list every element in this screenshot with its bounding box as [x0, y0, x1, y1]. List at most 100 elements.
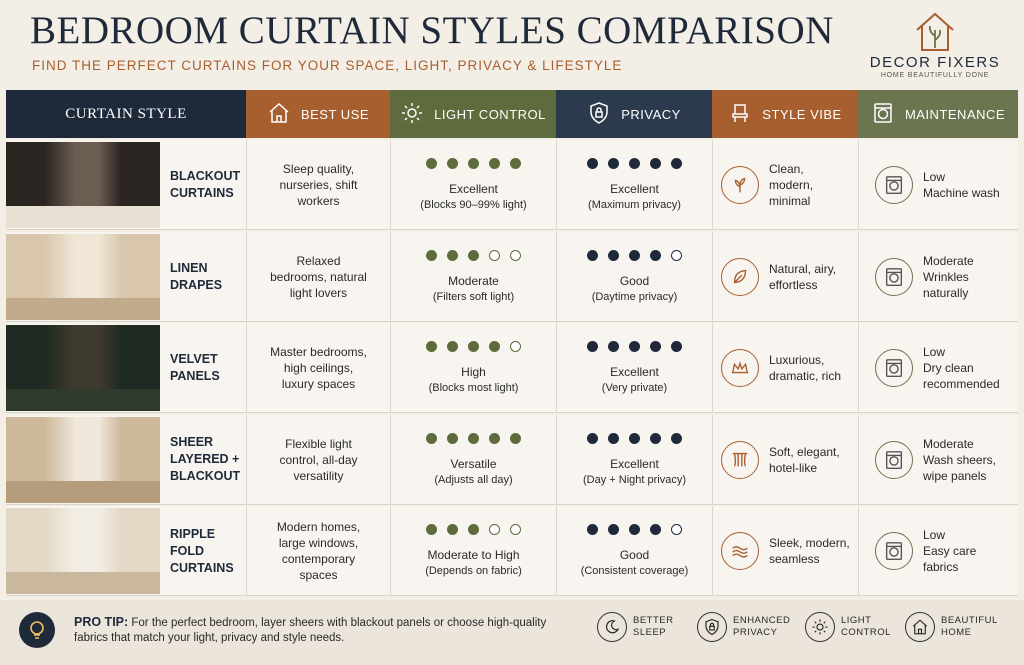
dot [650, 249, 661, 261]
rating [582, 523, 687, 539]
column-title: STYLE VIBE [762, 106, 842, 122]
privacy-note: (Maximum privacy) [588, 199, 681, 211]
rating-filled [582, 249, 666, 264]
style-vibe: Clean, modern, minimal [712, 140, 858, 230]
light-note: (Blocks 90–99% light) [420, 199, 527, 211]
best-use: Modern homes, large windows, contemporar… [246, 506, 390, 596]
tip-label: PRO TIP: [74, 615, 129, 629]
light-note: (Filters soft light) [432, 290, 515, 303]
privacy-note: (Consistent coverage) [580, 565, 689, 577]
header-icon [871, 101, 895, 128]
column-header: MAINTENANCE [858, 90, 1018, 138]
privacy-label: Good [619, 273, 650, 288]
style-vibe-text: Soft, elegant, hotel-like [769, 444, 840, 475]
badge-icon [905, 612, 935, 642]
maintenance-text: Moderate Wrinkles naturally [923, 253, 1015, 301]
washer-icon [875, 532, 913, 570]
light-control: High (Blocks most light) [390, 323, 556, 413]
row-image [6, 325, 160, 411]
dot [510, 158, 521, 169]
light-label: Moderate [448, 273, 499, 288]
dot [426, 524, 437, 535]
badge-icon [805, 612, 835, 642]
light-label: Excellent [449, 182, 498, 196]
vibe-icon [721, 257, 759, 296]
badge-text: ENHANCED PRIVACY [733, 615, 791, 638]
washer-icon [875, 349, 913, 387]
style-vibe-text: Sleek, modern, seamless [769, 536, 850, 566]
badge: BETTER SLEEP [597, 612, 697, 642]
washer-icon [875, 166, 913, 204]
dot [510, 432, 521, 444]
privacy-note: (Daytime privacy) [591, 290, 678, 303]
maintenance: Low Machine wash [858, 140, 1018, 230]
style-vibe: Natural, airy, effortless [712, 231, 858, 322]
column-title: PRIVACY [621, 106, 681, 122]
privacy: Good (Consistent coverage) [556, 506, 712, 596]
maintenance-note: Machine wash [923, 186, 1000, 200]
dot [608, 524, 619, 535]
dot [489, 432, 500, 444]
dot [426, 341, 437, 352]
dot [587, 341, 598, 352]
dot [629, 524, 640, 535]
rating-filled [582, 432, 687, 447]
maintenance: Low Easy care fabrics [858, 506, 1018, 596]
maintenance-level: Low [923, 345, 946, 359]
rating [582, 157, 687, 173]
pro-tip: PRO TIP: For the perfect bedroom, layer … [74, 615, 564, 646]
dot [671, 341, 682, 352]
rating [421, 340, 526, 356]
rating-filled [421, 432, 526, 447]
empty-dot [510, 524, 521, 535]
maintenance: Moderate Wash sheers, wipe panels [858, 414, 1018, 505]
washer-icon [875, 440, 913, 479]
dot [608, 432, 619, 444]
badge-icon [697, 612, 727, 642]
dot [629, 158, 640, 169]
header-icon [728, 101, 752, 128]
header-icon [267, 101, 291, 128]
column-header: BEST USE [246, 90, 390, 138]
rating-filled [582, 158, 687, 172]
rating [421, 523, 526, 539]
maintenance-note: Wash sheers, wipe panels [923, 452, 996, 483]
column-header: STYLE VIBE [712, 90, 858, 138]
light-label: Moderate to High [427, 548, 520, 562]
header-icon [587, 101, 611, 128]
maintenance-text: Low Dry clean recommended [923, 344, 1015, 392]
badge-icon [597, 612, 627, 642]
vibe-icon [721, 166, 759, 204]
column-header: LIGHT CONTROL [390, 90, 556, 138]
rating [582, 432, 687, 448]
subtitle: FIND THE PERFECT CURTAINS FOR YOUR SPACE… [32, 58, 623, 73]
badge-text: BETTER SLEEP [633, 615, 674, 638]
row-image [6, 233, 160, 320]
dot [426, 158, 437, 169]
empty-dot [671, 249, 682, 261]
table-row: SHEER LAYERED + BLACKOUT Flexible light c… [6, 414, 1018, 505]
vibe-icon [721, 532, 759, 570]
light-note: (Depends on fabric) [425, 565, 522, 577]
dot [587, 524, 598, 535]
maintenance-text: Moderate Wash sheers, wipe panels [923, 436, 1015, 484]
bulb-icon [19, 612, 55, 648]
dot [608, 341, 619, 352]
light-label: High [461, 365, 486, 379]
empty-dot [489, 249, 500, 261]
style-vibe-text: Clean, modern, minimal [769, 162, 814, 208]
privacy: Excellent (Day + Night privacy) [556, 414, 712, 505]
rating [421, 432, 526, 448]
logo-tagline: HOME BEAUTIFULLY DONE [880, 72, 990, 79]
maintenance-note: Wrinkles naturally [923, 269, 969, 300]
table-row: BLACKOUT CURTAINS Sleep quality, nurserie… [6, 140, 1018, 230]
badge: LIGHT CONTROL [805, 612, 905, 642]
dot [650, 158, 661, 169]
badge: BEAUTIFUL HOME [905, 612, 1005, 642]
dot [629, 432, 640, 444]
dot [468, 341, 479, 352]
column-title: CURTAIN STYLE [65, 105, 187, 122]
rating [582, 249, 687, 265]
maintenance-level: Moderate [923, 436, 974, 451]
dot [587, 249, 598, 261]
